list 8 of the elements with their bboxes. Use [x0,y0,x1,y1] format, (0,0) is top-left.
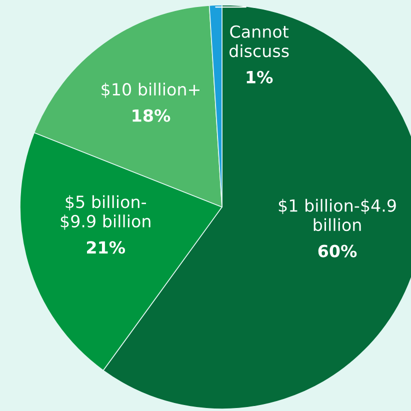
slice-label: Cannot discuss [230,25,289,58]
slice-label: $1 billion-$4.9 billion [278,198,396,232]
data-label: 21% [86,241,126,254]
data-label: 60% [318,244,357,258]
data-label: 18% [132,109,170,122]
slice-label: $10 billion+ [102,82,200,98]
slice-label: $5 billion- $9.9 billion [60,195,150,230]
data-label: 1% [246,70,273,84]
